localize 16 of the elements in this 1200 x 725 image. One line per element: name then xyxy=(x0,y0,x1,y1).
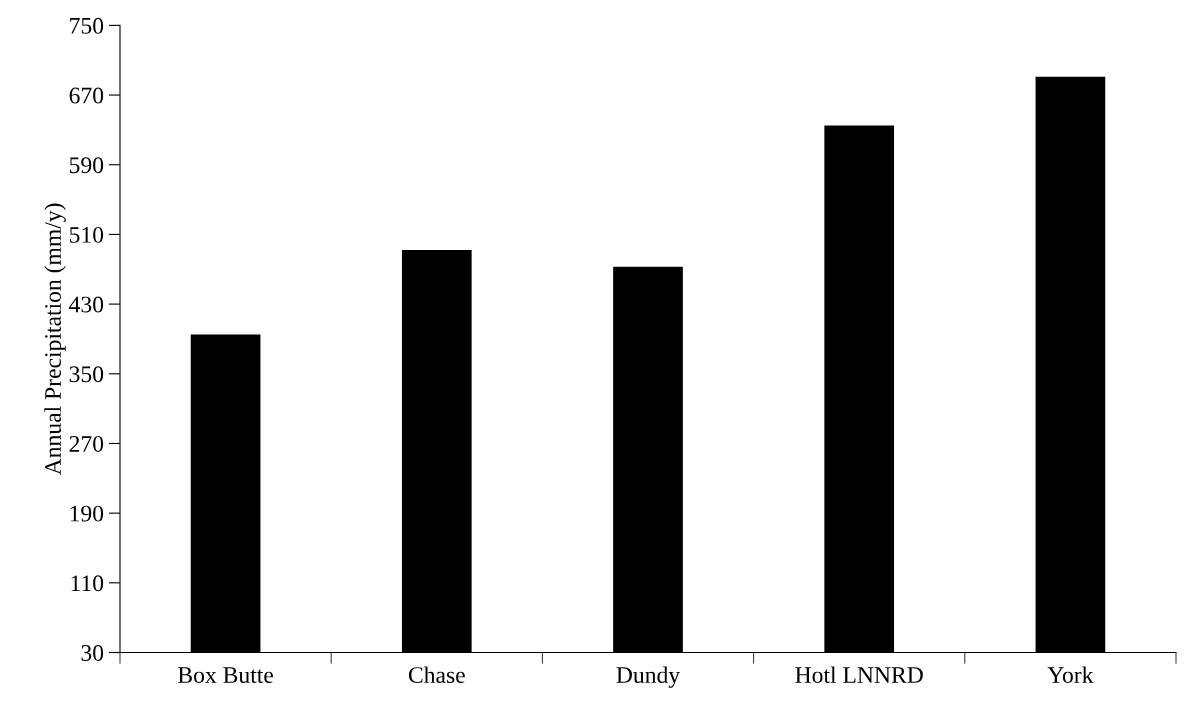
y-axis-title: Annual Precipitation (mm/y) xyxy=(44,203,66,476)
x-tick-label: Hotl LNNRD xyxy=(795,666,923,684)
y-tick-label: 670 xyxy=(69,87,104,104)
x-tick-label: Dundy xyxy=(616,666,681,688)
y-tick-label: 110 xyxy=(71,575,104,592)
y-tick-label: 190 xyxy=(70,505,104,522)
y-tick-label: 510 xyxy=(69,226,104,243)
x-tick-label: York xyxy=(1047,666,1094,684)
y-tick-label: 430 xyxy=(69,296,104,313)
y-tick-label: 590 xyxy=(69,157,104,174)
x-tick-label: Box Butte xyxy=(178,667,273,684)
y-tick-label: 30 xyxy=(81,644,104,661)
y-tick-label: 270 xyxy=(69,435,104,452)
y-tick-label: 750 xyxy=(70,17,104,34)
x-tick-label: Chase xyxy=(408,666,465,684)
y-tick-label: 350 xyxy=(69,366,104,383)
